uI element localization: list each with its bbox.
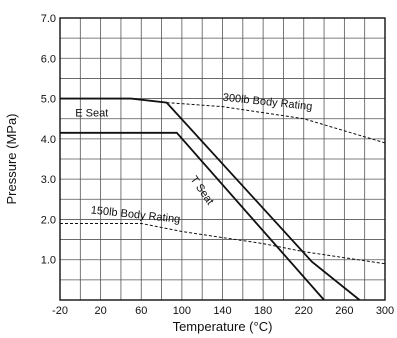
- annotation-e-seat: E Seat: [75, 108, 108, 120]
- y-tick-label: 5.0: [41, 94, 56, 106]
- x-tick-label: 100: [173, 305, 191, 317]
- y-tick-label: 3.0: [41, 174, 56, 186]
- y-tick-label: 1.0: [41, 255, 56, 267]
- x-tick-label: 140: [213, 305, 231, 317]
- x-axis-label: Temperature (°C): [173, 319, 273, 334]
- plot-frame: [59, 17, 386, 301]
- y-tick-label: 2.0: [41, 214, 56, 226]
- y-axis-label: Pressure (MPa): [4, 113, 19, 204]
- x-tick-label: 20: [95, 305, 107, 317]
- x-tick-label: -20: [52, 305, 68, 317]
- x-axis-ticks: -20 20 60 100 140 180 220 260 300: [52, 305, 394, 317]
- chart-series: [60, 97, 386, 301]
- x-tick-label: 300: [376, 305, 394, 317]
- series-line-150lb-body-rating: [60, 222, 386, 265]
- y-axis-ticks: 1.0 2.0 3.0 4.0 5.0 6.0 7.0: [41, 13, 56, 267]
- y-tick-label: 7.0: [41, 13, 56, 25]
- series-line-300lb-body-rating: [166, 102, 386, 144]
- x-tick-label: 60: [135, 305, 147, 317]
- y-tick-label: 6.0: [41, 53, 56, 65]
- x-tick-label: 180: [254, 305, 272, 317]
- x-tick-label: 260: [335, 305, 353, 317]
- x-tick-label: 220: [295, 305, 313, 317]
- y-tick-label: 4.0: [41, 134, 56, 146]
- series-line-t-seat: [60, 131, 325, 301]
